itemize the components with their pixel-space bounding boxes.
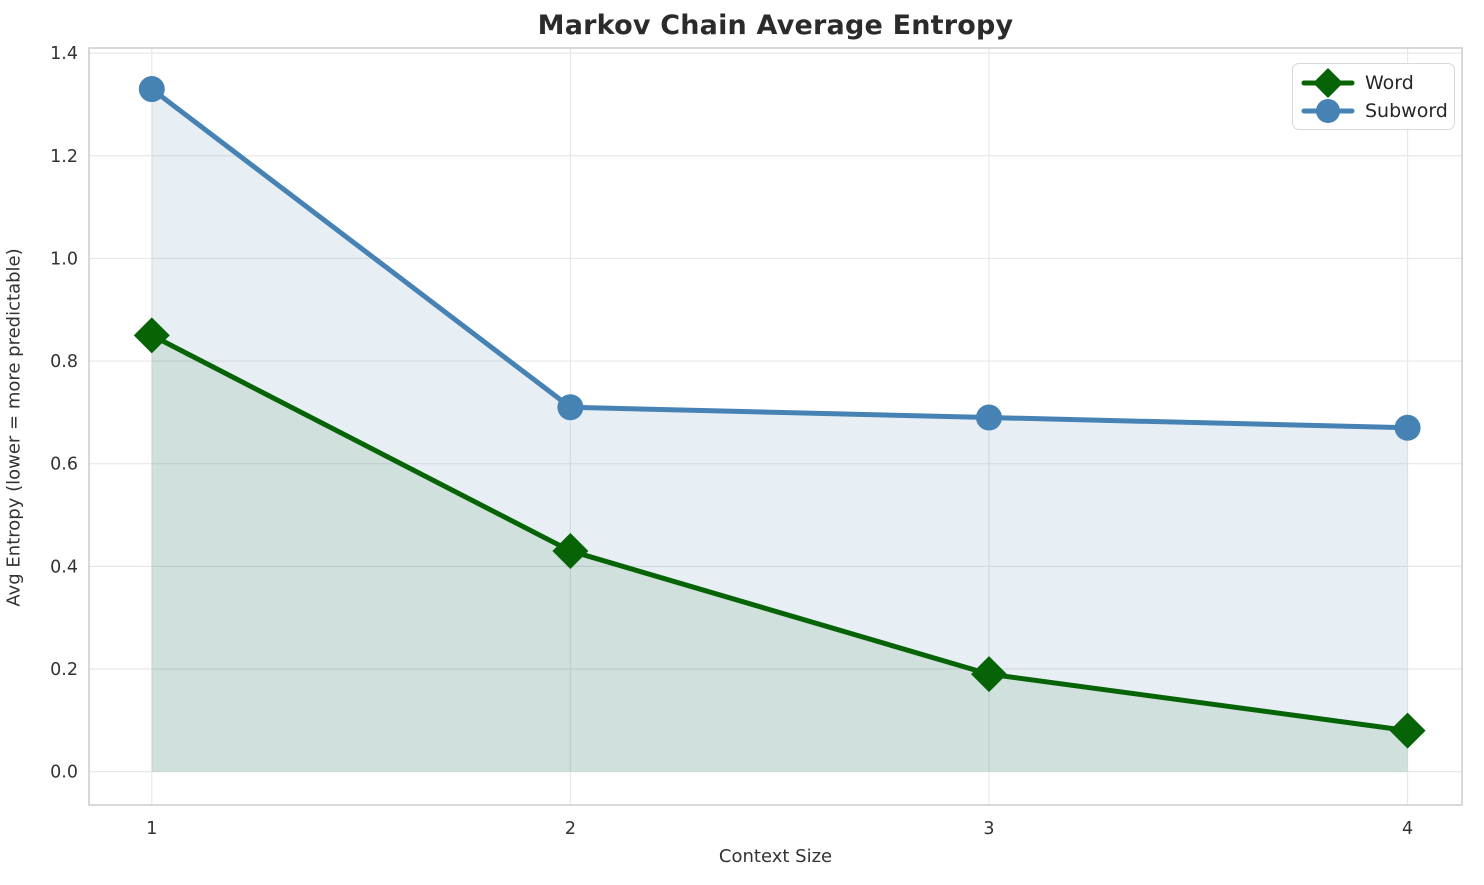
legend: Word Subword	[1292, 63, 1455, 130]
subword-marker	[138, 76, 165, 103]
plot-frame	[88, 47, 1463, 806]
subword-marker	[557, 394, 584, 421]
x-tick-label: 4	[1402, 819, 1413, 839]
y-tick-label: 1.4	[50, 44, 78, 64]
word-line	[149, 332, 1411, 734]
y-tick-label: 1.2	[50, 147, 78, 167]
y-axis-label: Avg Entropy (lower = more predictable)	[3, 248, 25, 607]
x-tick-label: 1	[146, 819, 157, 839]
y-tick-label: 0.6	[50, 455, 78, 475]
word-marker	[970, 656, 1007, 693]
y-tick-label: 0.4	[50, 557, 78, 577]
plot-background	[89, 48, 1462, 805]
y-tick-label: 0.0	[50, 763, 78, 783]
y-tick-label: 0.2	[50, 660, 78, 680]
legend-item-subword: Subword	[1301, 97, 1448, 125]
word-marker	[552, 532, 589, 569]
legend-label: Subword	[1365, 100, 1448, 122]
legend-label: Word	[1365, 72, 1414, 94]
subword-line	[149, 86, 1411, 431]
subword-legend-marker-icon	[1301, 99, 1355, 123]
subword-area-fill	[151, 89, 1408, 772]
chart-title: Markov Chain Average Entropy	[537, 10, 1014, 41]
word-marker	[1389, 712, 1426, 749]
word-legend-marker-icon	[1301, 68, 1355, 98]
legend-item-word: Word	[1301, 68, 1444, 98]
y-tick-label: 1.0	[50, 249, 78, 269]
subword-marker	[1394, 414, 1421, 441]
y-tick-label: 0.8	[50, 352, 78, 372]
word-marker	[133, 317, 170, 354]
subword-marker	[975, 404, 1002, 431]
x-tick-label: 3	[983, 819, 994, 839]
x-axis-label: Context Size	[718, 846, 833, 867]
x-tick-label: 2	[565, 819, 576, 839]
word-area-fill	[151, 335, 1408, 772]
